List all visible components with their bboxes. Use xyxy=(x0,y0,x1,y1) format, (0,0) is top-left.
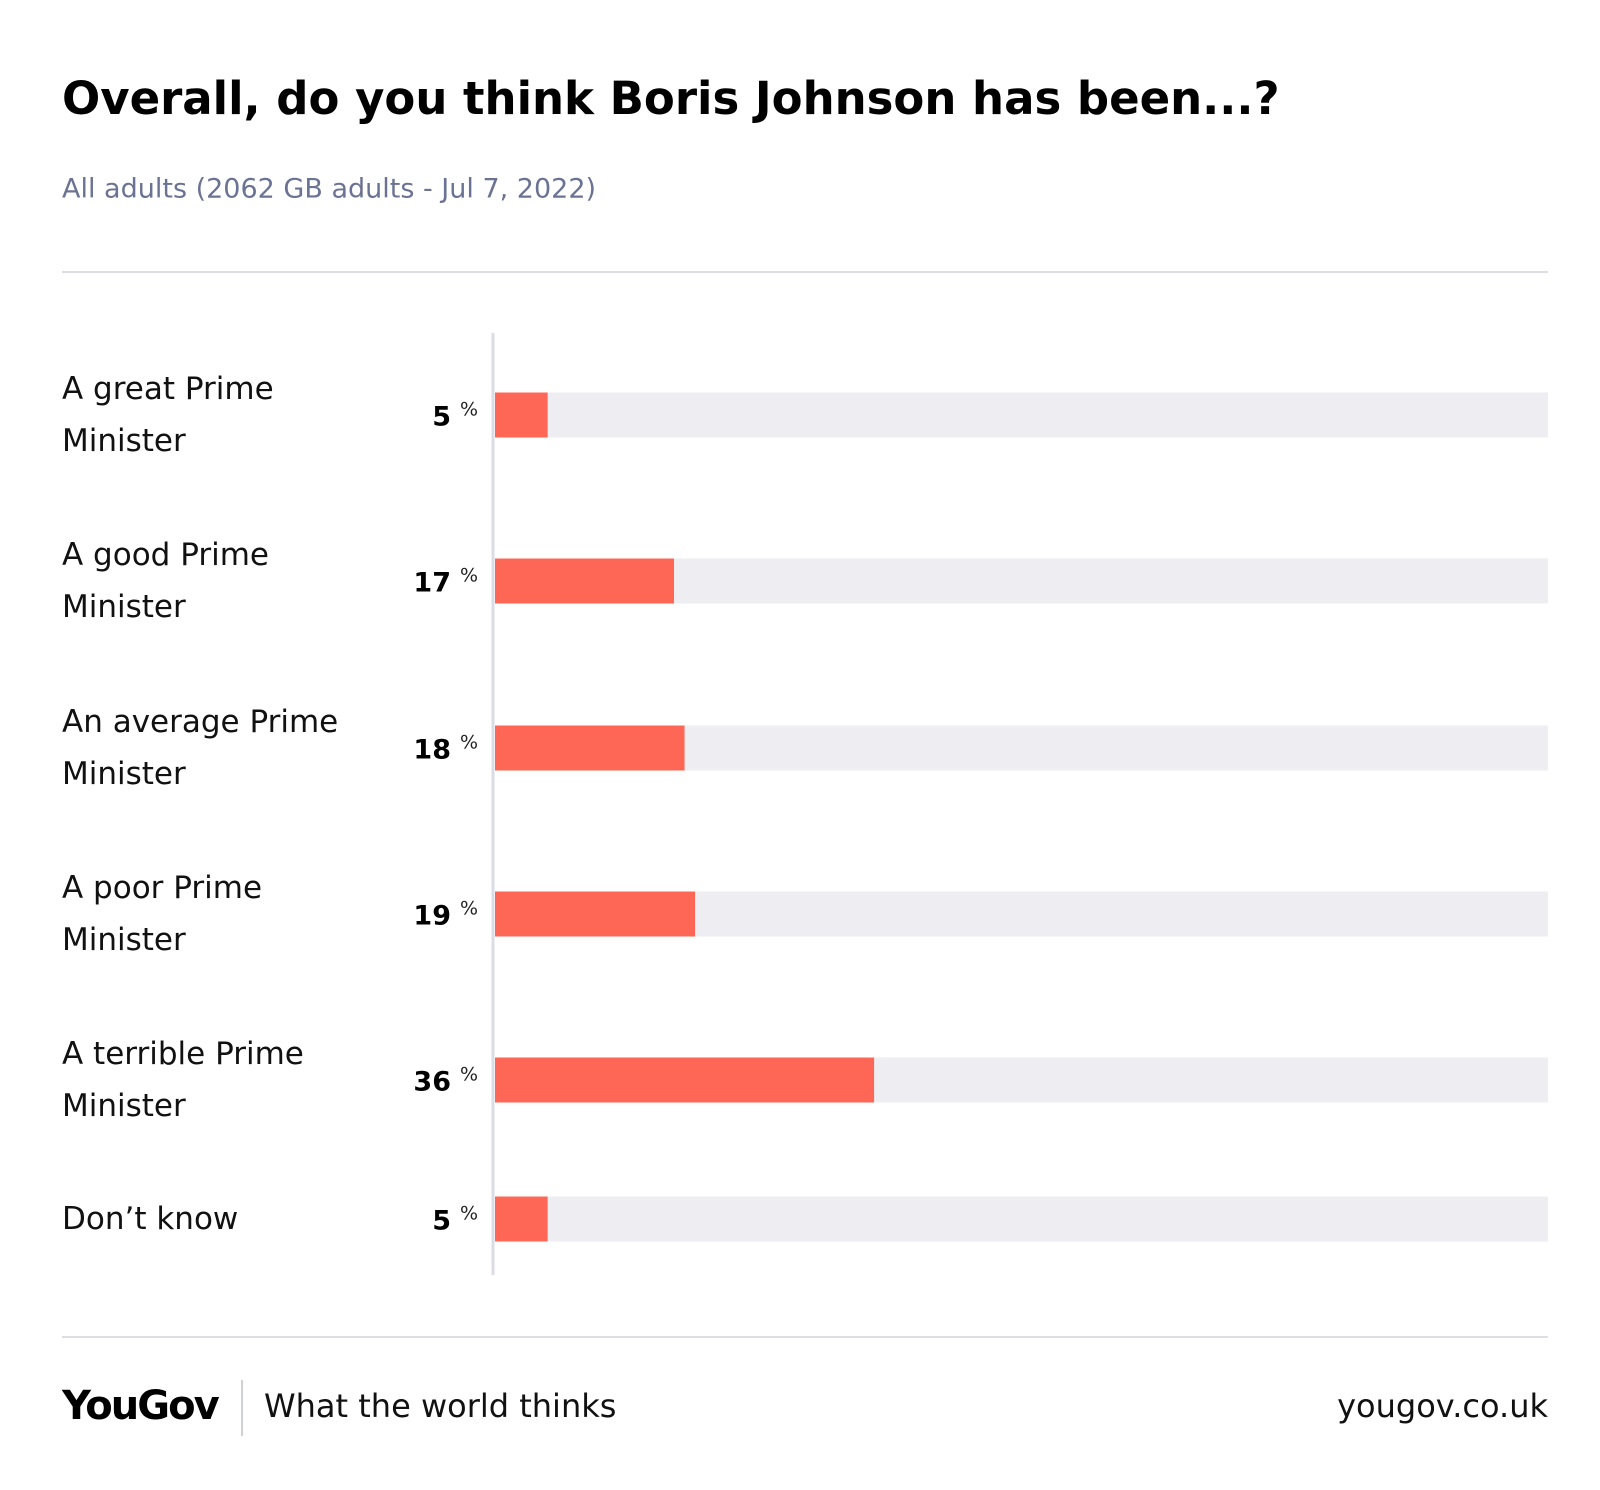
category-label-wrap: An average Prime Minister xyxy=(62,688,362,808)
category-label-wrap: A poor Prime Minister xyxy=(62,854,362,974)
bar xyxy=(495,558,675,604)
category-label-box: A terrible Prime Minister xyxy=(62,1020,362,1140)
category-label: A terrible Prime Minister xyxy=(62,1036,304,1124)
category-label: An average Prime Minister xyxy=(62,704,339,792)
value-label: 19 xyxy=(413,901,451,932)
bar-track xyxy=(495,1196,1548,1242)
url: yougov.co.uk xyxy=(1337,1387,1548,1425)
value-suffix: % xyxy=(460,732,478,754)
value-label: 5 xyxy=(432,402,451,433)
bar xyxy=(495,725,685,771)
value-label: 36 xyxy=(413,1067,451,1098)
bar xyxy=(495,1196,548,1242)
category-label-wrap: A great Prime Minister xyxy=(62,355,362,475)
tagline: What the world thinks xyxy=(264,1387,616,1425)
chart-title: Overall, do you think Boris Johnson has … xyxy=(62,72,1280,125)
bar xyxy=(495,891,696,937)
category-label-box: A good Prime Minister xyxy=(62,521,362,641)
category-label: Don’t know xyxy=(62,1201,239,1237)
category-label-box: An average Prime Minister xyxy=(62,688,362,808)
chart-subtitle: All adults (2062 GB adults - Jul 7, 2022… xyxy=(62,174,596,205)
category-label-box: A poor Prime Minister xyxy=(62,854,362,974)
category-label: A good Prime Minister xyxy=(62,537,269,625)
value-label: 17 xyxy=(413,568,451,599)
category-label-wrap: A good Prime Minister xyxy=(62,521,362,641)
category-label-box: A great Prime Minister xyxy=(62,355,362,475)
category-label-wrap: Don’t know xyxy=(62,1159,362,1279)
category-label: A great Prime Minister xyxy=(62,371,274,459)
bar xyxy=(495,1057,875,1103)
category-label-box: Don’t know xyxy=(62,1159,362,1279)
value-suffix: % xyxy=(460,565,478,587)
value-label: 18 xyxy=(413,735,451,766)
bar-track xyxy=(495,392,1548,438)
value-label: 5 xyxy=(432,1206,451,1237)
value-suffix: % xyxy=(460,1203,478,1225)
bar xyxy=(495,392,548,438)
category-label-wrap: A terrible Prime Minister xyxy=(62,1020,362,1140)
value-suffix: % xyxy=(460,399,478,421)
value-suffix: % xyxy=(460,1064,478,1086)
category-label: A poor Prime Minister xyxy=(62,870,263,958)
brand-logo: YouGov xyxy=(61,1383,220,1429)
value-suffix: % xyxy=(460,898,478,920)
